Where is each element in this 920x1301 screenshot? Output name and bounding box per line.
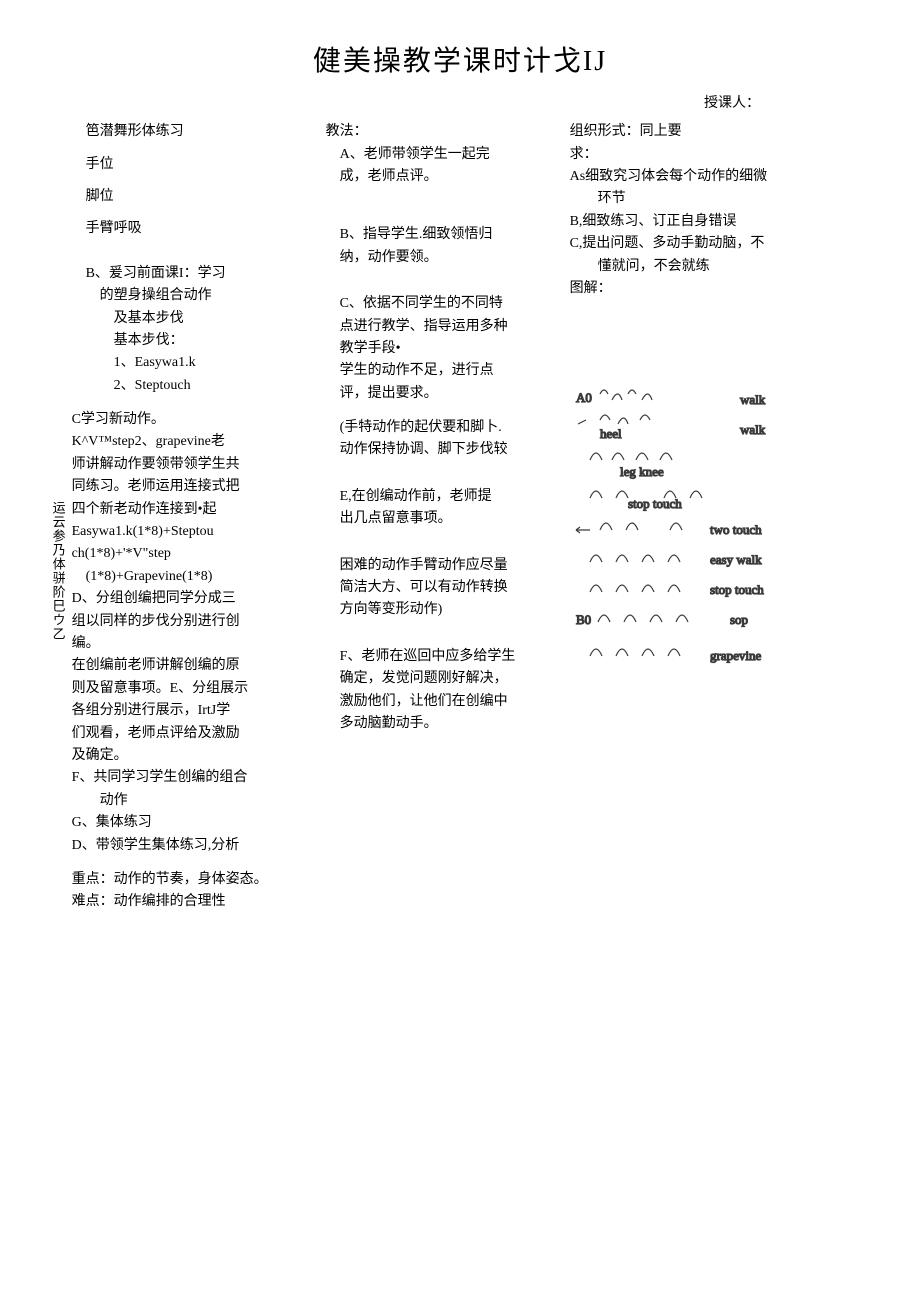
text-line: 成，老师点评。 (326, 166, 546, 188)
page-title: 健美操教学课时计戈IJ (50, 40, 870, 85)
text-line: (1*8)+Grapevine(1*8) (72, 566, 302, 588)
diagram-label: B0 (576, 612, 591, 627)
text-line: 出几点留意事项。 (326, 508, 546, 530)
text-line: Easywa1.k(1*8)+Steptou (72, 521, 302, 543)
text-line: 环节 (570, 188, 830, 210)
text-line: 动作 (72, 790, 302, 812)
text-line: D、分组创编把同学分成三 (72, 588, 302, 610)
text-line: 们观看，老师点评给及激励 (72, 723, 302, 745)
text-line: 及确定。 (72, 745, 302, 767)
text-line: 则及留意事项。E、分组展示 (72, 678, 302, 700)
text-line: 同练习。老师运用连接式把 (72, 476, 302, 498)
text-line: E,在创编动作前，老师提 (326, 486, 546, 508)
handwritten-diagram: A0 walk heel walk leg knee stop touch tw… (570, 380, 790, 680)
text-line: 学生的动作不足，进行点 (326, 360, 546, 382)
main-content: 运云参乃体骈阶巳ウ乙 笆潜舞形体练习 手位 脚位 手臂呼吸 B、爰习前面课I：学… (50, 121, 870, 914)
text-line: 组织形式：同上要 (570, 121, 830, 143)
text-line: 2、Steptouch (72, 375, 302, 397)
diagram-label: walk (740, 392, 766, 407)
text-line: 笆潜舞形体练习 (72, 121, 302, 143)
diagram-label: stop touch (710, 582, 764, 597)
text-line: D、带领学生集体练习,分析 (72, 835, 302, 857)
text-line: 困难的动作手臂动作应尽量 (326, 555, 546, 577)
text-line: 懂就问，不会就练 (570, 256, 830, 278)
text-line: 手位 (72, 154, 302, 176)
difficulty-point: 难点：动作编排的合理性 (72, 891, 302, 913)
column-right: 组织形式：同上要 求： As细致究习体会每个动作的细微 环节 B,细致练习、订正… (570, 121, 830, 914)
text-line: 组以同样的步伐分别进行创 (72, 611, 302, 633)
diagram-label: stop touch (628, 496, 682, 511)
text-line: 动作保持协调、脚下步伐较 (326, 439, 546, 461)
text-line: 各组分别进行展示，IrtJ学 (72, 700, 302, 722)
columns-wrap: 笆潜舞形体练习 手位 脚位 手臂呼吸 B、爰习前面课I：学习 的塑身操组合动作 … (72, 121, 870, 914)
text-line: 的塑身操组合动作 (72, 285, 302, 307)
diagram-label: walk (740, 422, 766, 437)
text-line: F、老师在巡回中应多给学生 (326, 646, 546, 668)
text-line: 激励他们，让他们在创编中 (326, 691, 546, 713)
text-line: B,细致练习、订正自身错误 (570, 211, 830, 233)
text-line: 教学手段• (326, 338, 546, 360)
text-line: 编。 (72, 633, 302, 655)
text-line: 手臂呼吸 (72, 218, 302, 240)
text-line: (手特动作的起伏要和脚卜. (326, 417, 546, 439)
text-line: 评，提出要求。 (326, 383, 546, 405)
text-line: 基本步伐： (72, 330, 302, 352)
diagram-label: heel (600, 426, 622, 441)
text-line: 教法： (326, 121, 546, 143)
text-line: 脚位 (72, 186, 302, 208)
side-vertical-label: 运云参乃体骈阶巳ウ乙 (50, 501, 66, 641)
text-line: 求： (570, 144, 830, 166)
text-line: B、爰习前面课I：学习 (72, 263, 302, 285)
text-line: 1、Easywa1.k (72, 352, 302, 374)
text-line: 纳，动作要领。 (326, 247, 546, 269)
text-line: 确定，发觉问题刚好解决， (326, 668, 546, 690)
text-line: A、老师带领学生一起完 (326, 144, 546, 166)
text-line: 多动脑勤动手。 (326, 713, 546, 735)
diagram-label: two touch (710, 522, 762, 537)
text-line: G、集体练习 (72, 812, 302, 834)
text-line: 四个新老动作连接到•起 (72, 499, 302, 521)
text-line: 师讲解动作要领带领学生共 (72, 454, 302, 476)
text-line: B、指导学生.细致领悟归 (326, 224, 546, 246)
diagram-label: easy walk (710, 552, 762, 567)
text-line: F、共同学习学生创编的组合 (72, 767, 302, 789)
text-line: C学习新动作。 (72, 409, 302, 431)
text-line: As细致究习体会每个动作的细微 (570, 166, 830, 188)
text-line: K^V™step2、grapevine老 (72, 431, 302, 453)
text-line: 简洁大方、可以有动作转换 (326, 577, 546, 599)
text-line: 及基本步伐 (72, 308, 302, 330)
key-point: 重点：动作的节奏，身体姿态。 (72, 869, 302, 891)
text-line: C,提出问题、多动手勤动脑，不 (570, 233, 830, 255)
text-line: ch(1*8)+'*V"step (72, 543, 302, 565)
column-middle: 教法： A、老师带领学生一起完 成，老师点评。 B、指导学生.细致领悟归 纳，动… (326, 121, 546, 914)
text-line: 在创编前老师讲解创编的原 (72, 655, 302, 677)
diagram-label: sop (730, 612, 748, 627)
column-left: 笆潜舞形体练习 手位 脚位 手臂呼吸 B、爰习前面课I：学习 的塑身操组合动作 … (72, 121, 302, 914)
diagram-label: leg knee (620, 464, 664, 479)
text-line: 点进行教学、指导运用多种 (326, 316, 546, 338)
text-line: 图解： (570, 278, 830, 300)
diagram-label: A0 (576, 390, 592, 405)
text-line: 方向等变形动作) (326, 599, 546, 621)
diagram-label: grapevine (710, 648, 761, 663)
text-line: C、依据不同学生的不同特 (326, 293, 546, 315)
instructor-label: 授课人： (50, 93, 870, 115)
